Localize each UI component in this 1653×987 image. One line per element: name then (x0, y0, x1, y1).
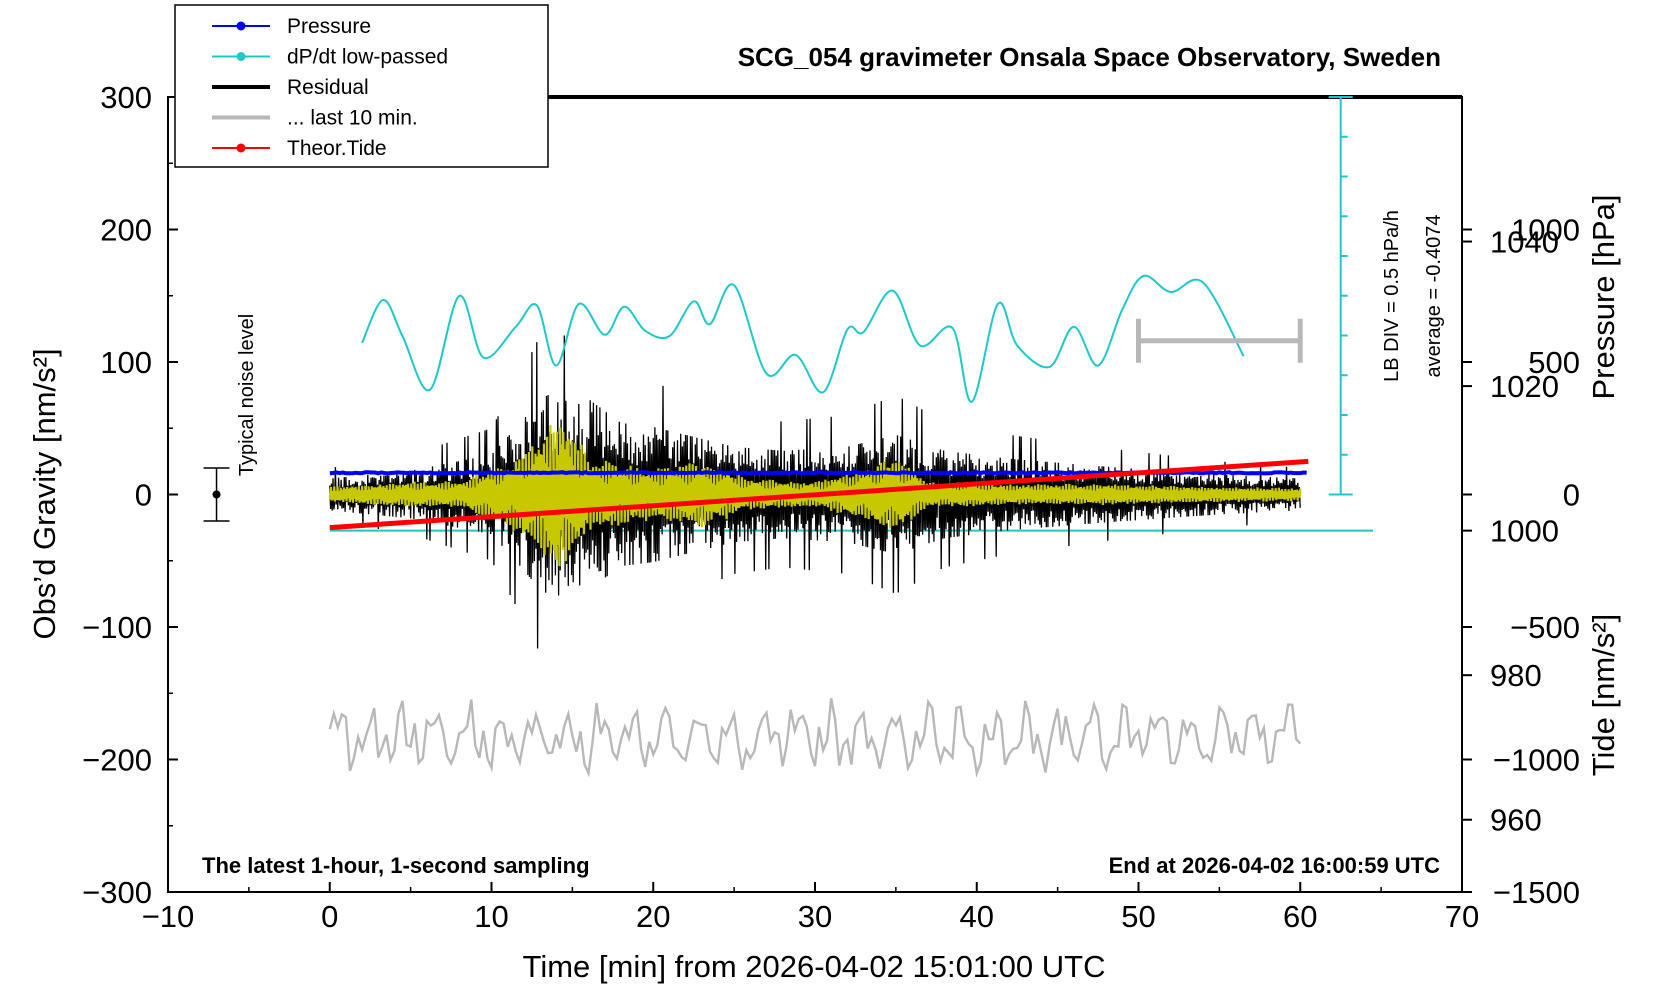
noise-level-label: Typical noise level (236, 314, 258, 476)
y-axis-label-pressure: Pressure [hPa] (1586, 194, 1621, 399)
gravity-tick-label-3: 0 (135, 478, 152, 513)
x-tick-label-0: −10 (142, 899, 195, 934)
series-layer (203, 274, 1374, 778)
x-axis-label: Time [min] from 2026-04-02 15:01:00 UTC (523, 949, 1106, 984)
tide-tick-label-1: 500 (1528, 345, 1580, 380)
legend-label-0: Pressure (287, 15, 371, 38)
caption-right: End at 2026-04-02 16:00:59 UTC (1109, 853, 1440, 878)
pressure-tick-label-0: 1040 (1490, 225, 1559, 260)
tide-tick-label-0: 1000 (1511, 213, 1580, 248)
x-tick-label-3: 20 (636, 899, 670, 934)
tide-tick-label-2: 0 (1563, 478, 1580, 513)
gravity-tick-label-4: −100 (82, 610, 152, 645)
legend-swatch-marker-0 (236, 21, 246, 31)
x-tick-label-1: 0 (321, 899, 338, 934)
gravity-tick-label-2: 100 (100, 345, 152, 380)
tide-tick-label-3: −500 (1510, 610, 1580, 645)
residual-filtered-series-line (328, 424, 1302, 567)
tide-tick-label-4: −1000 (1493, 743, 1580, 778)
legend-label-2: Residual (287, 76, 369, 99)
gravity-tick-label-1: 200 (100, 213, 152, 248)
pressure-tick-label-1: 1020 (1490, 369, 1559, 404)
legend-label-4: Theor.Tide (287, 137, 387, 160)
caption-left: The latest 1-hour, 1-second sampling (202, 853, 590, 878)
lb-div-label: LB DIV = 0.5 hPa/h (1381, 210, 1403, 382)
average-label: average = -0.4074 (1423, 215, 1445, 378)
noise-errorbar-point (212, 490, 221, 499)
legend-label-1: dP/dt low-passed (287, 46, 448, 69)
x-tick-label-6: 50 (1121, 899, 1155, 934)
legend-label-3: ... last 10 min. (287, 107, 418, 130)
tide-tick-label-5: −1500 (1493, 875, 1580, 910)
y-axis-label-tide: Tide [nm/s²] (1586, 614, 1621, 777)
x-tick-label-8: 70 (1445, 899, 1479, 934)
legend-swatch-marker-1 (236, 52, 246, 61)
x-tick-label-2: 10 (474, 899, 508, 934)
x-tick-label-4: 30 (798, 899, 832, 934)
gravity-tick-label-5: −200 (82, 743, 152, 778)
axes-layer: −10 0 10 20 30 40 50 60 703002001000−100−200−300… (82, 80, 1580, 934)
dpdt-series-line (361, 274, 1245, 403)
pressure-tick-label-4: 960 (1490, 803, 1542, 838)
tide-series-line (329, 458, 1309, 531)
gravity-tick-label-6: −300 (82, 875, 152, 910)
legend: Pressure dP/dt low-passed Residual ... last… (174, 4, 549, 168)
gravity-tick-label-0: 300 (100, 80, 152, 115)
last-10-min-series-line (328, 698, 1302, 778)
x-tick-label-5: 40 (960, 899, 994, 934)
pressure-tick-label-3: 980 (1490, 658, 1542, 693)
pressure-tick-label-2: 1000 (1490, 514, 1559, 549)
legend-swatch-marker-4 (236, 143, 246, 153)
y-axis-label-gravity: Obs’d Gravity [nm/s²] (27, 348, 62, 639)
chart-title: SCG_054 gravimeter Onsala Space Observat… (738, 42, 1441, 72)
x-tick-label-7: 60 (1283, 899, 1317, 934)
